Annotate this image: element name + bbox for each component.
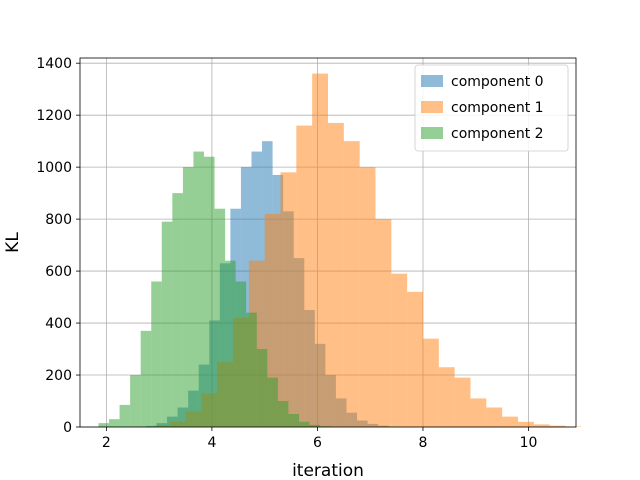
histogram-bar-component-2 bbox=[130, 375, 141, 427]
histogram-bar-component-1 bbox=[280, 172, 297, 427]
y-tick-label: 1400 bbox=[36, 56, 72, 72]
y-tick-label: 0 bbox=[63, 420, 72, 436]
histogram-bar-component-2 bbox=[214, 208, 226, 427]
histogram-bar-component-2 bbox=[204, 156, 215, 428]
histogram-bar-component-1 bbox=[312, 73, 328, 427]
y-tick-label: 1000 bbox=[36, 160, 72, 176]
y-tick-label: 200 bbox=[45, 368, 72, 384]
histogram-bar-component-1 bbox=[296, 125, 313, 427]
histogram-bar-component-1 bbox=[264, 213, 281, 427]
histogram-bar-component-1 bbox=[517, 421, 534, 427]
histogram-bar-component-1 bbox=[502, 416, 518, 427]
histogram-bar-component-2 bbox=[235, 281, 247, 427]
histogram-bar-component-2 bbox=[151, 281, 162, 427]
histogram-bar-component-1 bbox=[438, 367, 455, 427]
legend-box bbox=[414, 64, 569, 152]
x-tick-label: 8 bbox=[419, 435, 428, 451]
legend-label: component 2 bbox=[451, 126, 544, 142]
histogram-bar-component-1 bbox=[343, 141, 360, 428]
x-tick-label: 6 bbox=[313, 435, 322, 451]
histogram-bar-component-2 bbox=[140, 330, 152, 427]
histogram-bar-component-1 bbox=[328, 122, 344, 428]
histogram-bar-component-1 bbox=[422, 338, 439, 427]
histogram-bar-component-1 bbox=[486, 407, 503, 427]
histogram-bar-component-1 bbox=[454, 377, 471, 427]
x-tick-label: 10 bbox=[520, 435, 538, 451]
bars bbox=[98, 73, 582, 428]
histogram-bar-component-2 bbox=[225, 260, 236, 427]
x-tick-label: 4 bbox=[207, 435, 216, 451]
histogram-bar-component-1 bbox=[470, 398, 487, 427]
histogram-bar-component-2 bbox=[172, 193, 183, 427]
y-tick-label: 1200 bbox=[36, 108, 72, 124]
histogram-bar-component-2 bbox=[193, 151, 204, 427]
histogram-bar-component-1 bbox=[533, 424, 550, 427]
x-axis-ticks: 2 4 6 8 10 bbox=[102, 427, 538, 451]
histogram-bar-component-2 bbox=[277, 401, 289, 427]
x-axis-label: iteration bbox=[292, 461, 364, 480]
histogram-bar-component-2 bbox=[256, 349, 268, 427]
histogram-bar-component-2 bbox=[98, 423, 110, 427]
x-tick-label: 2 bbox=[102, 435, 111, 451]
legend-label: component 1 bbox=[451, 100, 544, 116]
histogram-bar-component-2 bbox=[182, 167, 194, 427]
legend: component 0 component 1 component 2 bbox=[414, 64, 569, 152]
legend-swatch bbox=[421, 127, 443, 139]
histogram-bar-component-2 bbox=[109, 419, 120, 427]
histogram-bar-component-2 bbox=[298, 421, 310, 427]
y-axis-ticks: 0 200 400 600 800 1000 1200 1400 bbox=[36, 56, 80, 436]
y-tick-label: 800 bbox=[45, 212, 72, 228]
histogram-bar-component-1 bbox=[549, 425, 566, 427]
histogram-bar-component-1 bbox=[375, 219, 392, 427]
legend-swatch bbox=[421, 75, 443, 87]
histogram-bar-component-1 bbox=[391, 273, 408, 427]
histogram-bar-component-2 bbox=[288, 414, 299, 427]
histogram-bar-component-2 bbox=[309, 424, 321, 427]
y-tick-label: 600 bbox=[45, 264, 72, 280]
histogram-bar-component-1 bbox=[407, 291, 423, 427]
y-axis-label: KL bbox=[3, 232, 23, 253]
histogram-bar-component-2 bbox=[246, 312, 257, 427]
histogram-bar-component-1 bbox=[359, 167, 376, 427]
y-tick-label: 400 bbox=[45, 316, 72, 332]
histogram-bar-component-2 bbox=[161, 221, 173, 427]
histogram-bar-component-2 bbox=[119, 404, 131, 427]
legend-swatch bbox=[421, 101, 443, 113]
histogram-bar-component-2 bbox=[267, 377, 278, 427]
legend-label: component 0 bbox=[451, 74, 544, 90]
plot-frame bbox=[79, 57, 577, 428]
